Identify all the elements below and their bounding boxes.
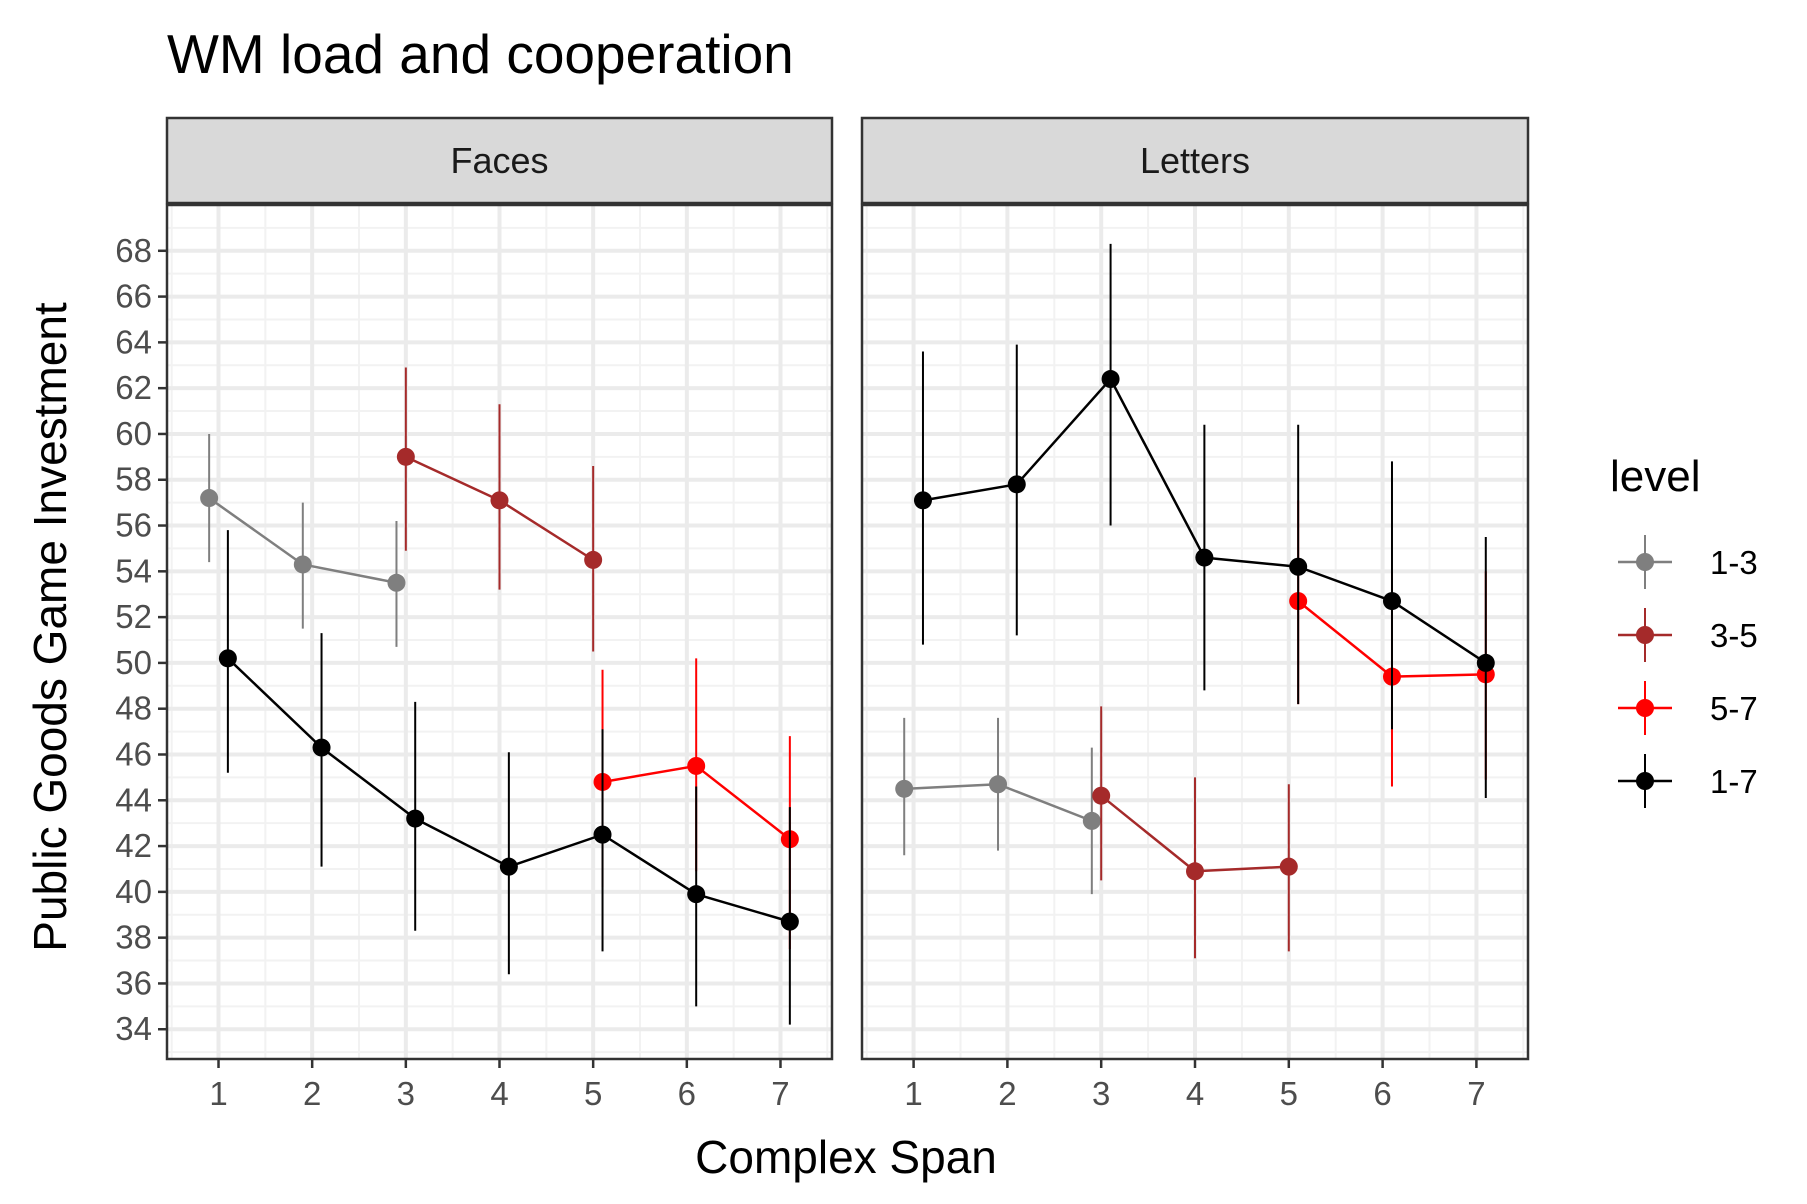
y-tick-label: 68 [115,232,152,269]
x-axis-title: Complex Span [695,1131,997,1183]
data-point [1082,811,1101,830]
panel-letters: Letters 1 2 3 4 5 6 7 [860,116,1530,1112]
data-point [913,491,932,510]
data-point [687,885,706,904]
x-tick-label: 7 [771,1075,789,1112]
series-3-5 [396,367,603,652]
data-point [1382,592,1401,611]
data-point [499,857,518,876]
y-tick-label: 38 [115,919,152,956]
legend-key-point [1636,626,1654,644]
series-1-3 [200,433,406,647]
legend-title: level [1610,452,1701,501]
y-tick-label: 34 [115,1010,152,1047]
x-tick-label: 2 [303,1075,321,1112]
legend-label: 5-7 [1710,690,1758,727]
x-tick-label: 5 [584,1075,602,1112]
data-point [1092,786,1111,805]
gridlines [167,205,832,1059]
x-tick-label: 3 [1092,1075,1110,1112]
legend-item-5-7: 5-7 [1618,681,1758,735]
strip-background [860,116,1530,205]
data-point [687,756,706,775]
data-point [593,825,612,844]
legend-item-1-3: 1-3 [1618,535,1758,589]
legend: level 1-3 3-5 5-7 1-7 [1610,452,1758,808]
series-3-5 [1092,706,1298,959]
strip-label-faces: Faces [450,140,548,181]
y-tick-label: 40 [115,873,152,910]
chart-title: WM load and cooperation [167,23,794,85]
y-tick-label: 58 [115,461,152,498]
data-point [406,809,425,828]
legend-label: 1-7 [1710,763,1758,800]
legend-item-1-7: 1-7 [1618,754,1758,808]
y-tick-label: 66 [115,278,152,315]
x-tick-label: 6 [1373,1075,1391,1112]
y-tick-label: 48 [115,690,152,727]
x-axis: 1 2 3 4 5 6 7 [904,1059,1486,1112]
data-point [780,912,799,931]
data-point [490,491,509,510]
data-point [895,779,914,798]
data-point [1476,653,1495,672]
legend-key-point [1636,699,1654,717]
x-tick-label: 5 [1280,1075,1298,1112]
series-1-7 [218,530,799,1025]
legend-key-point [1636,553,1654,571]
y-tick-label: 44 [115,781,152,818]
y-tick-label: 60 [115,415,152,452]
y-tick-label: 52 [115,598,152,635]
data-point [1195,548,1214,567]
legend-key-point [1636,772,1654,790]
data-point [200,489,219,508]
data-point [1101,370,1120,389]
y-tick-label: 64 [115,323,152,360]
x-tick-label: 7 [1467,1075,1485,1112]
y-axis-title: Public Goods Game Investment [24,302,76,952]
x-tick-label: 4 [490,1075,508,1112]
series-1-7 [913,243,1495,798]
data-point [584,550,603,569]
data-point [396,447,415,466]
series-1-3 [895,717,1101,895]
legend-label: 3-5 [1710,617,1758,654]
data-point [1007,475,1026,494]
data-point [387,573,406,592]
strip-background [165,116,834,205]
legend-label: 1-3 [1710,544,1758,581]
data-point [312,738,331,757]
data-point [218,649,237,668]
x-tick-label: 1 [209,1075,227,1112]
data-point [1279,857,1298,876]
strip-label-letters: Letters [1140,140,1250,181]
y-tick-label: 46 [115,735,152,772]
legend-item-3-5: 3-5 [1618,608,1758,662]
x-tick-label: 2 [998,1075,1016,1112]
x-tick-label: 1 [904,1075,922,1112]
data-point [293,555,312,574]
y-tick-label: 56 [115,507,152,544]
data-point [1289,557,1308,576]
y-tick-label: 36 [115,964,152,1001]
x-tick-label: 3 [397,1075,415,1112]
y-tick-label: 62 [115,369,152,406]
x-tick-label: 4 [1186,1075,1204,1112]
data-point [1186,862,1204,881]
y-tick-label: 42 [115,827,152,864]
x-tick-label: 6 [678,1075,696,1112]
y-tick-label: 50 [115,644,152,681]
x-axis: 1 2 3 4 5 6 7 [209,1059,790,1112]
data-point [989,775,1008,794]
y-tick-label: 54 [115,552,152,589]
y-axis: 34 36 38 40 42 44 46 48 50 52 54 56 58 60 62 64 66 68 [115,232,167,1047]
